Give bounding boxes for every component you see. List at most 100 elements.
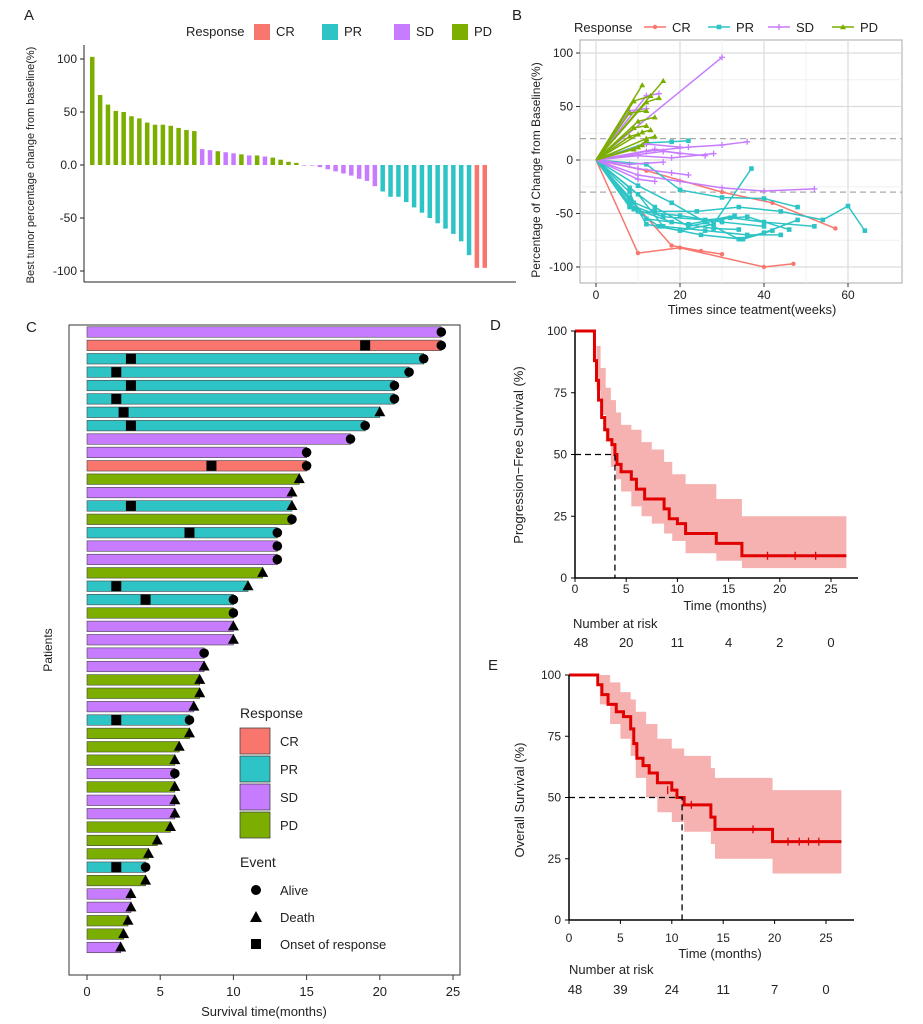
bar-a <box>317 165 323 168</box>
patient-bar <box>86 687 201 699</box>
x-tick-label: 0 <box>572 582 579 596</box>
onset-marker <box>360 340 371 351</box>
bar-a <box>270 157 276 165</box>
death-marker <box>125 901 137 912</box>
legend-label-b: SD <box>796 20 814 35</box>
panel-label-b: B <box>512 7 522 24</box>
bar-a <box>309 165 315 166</box>
point-b <box>660 224 666 229</box>
patient-bar <box>86 741 180 753</box>
point-b <box>719 189 725 195</box>
legend-swatch-c <box>239 727 271 755</box>
alive-marker <box>199 648 209 658</box>
death-marker <box>169 780 181 791</box>
x-tick-label-c: 0 <box>83 984 90 999</box>
patient-bar <box>86 460 307 472</box>
bar-a <box>364 165 370 181</box>
point-b <box>635 176 641 183</box>
y-tick-label: 50 <box>548 791 562 805</box>
point-b <box>626 133 633 139</box>
point-b <box>770 228 775 233</box>
x-tick-label-b: 60 <box>841 288 855 302</box>
patient-bar <box>86 754 176 766</box>
point-b <box>677 178 683 185</box>
alive-marker <box>389 380 400 391</box>
point-b <box>840 24 846 30</box>
point-b <box>656 224 662 229</box>
alive-marker <box>272 541 283 551</box>
death-marker <box>169 807 181 818</box>
point-b <box>732 213 737 218</box>
death-marker <box>227 620 239 631</box>
panel-a: A Response CR PR SD PD Best tumor percentag… <box>24 7 516 283</box>
bar-a <box>443 165 448 229</box>
point-b <box>651 146 658 153</box>
bar-a <box>451 165 456 234</box>
x-tick-label: 20 <box>768 931 782 945</box>
risk-count: 20 <box>619 635 633 650</box>
y-tick-label: 50 <box>554 448 568 462</box>
bar-a <box>404 165 409 203</box>
bar-a <box>301 165 307 166</box>
legend-a: CR PR SD PD <box>254 24 492 40</box>
legend-label-a: PD <box>474 24 492 39</box>
point-b <box>644 221 649 227</box>
point-b <box>669 243 674 248</box>
risk-count: 24 <box>665 982 679 997</box>
risk-count: 11 <box>671 635 685 650</box>
series-line-b <box>595 159 773 240</box>
death-marker <box>227 633 239 644</box>
confidence-band <box>575 331 847 569</box>
patient-bar <box>86 701 195 713</box>
y-tick-label-a: -100 <box>53 264 77 278</box>
alive-marker <box>140 862 151 872</box>
x-tick-label: 15 <box>717 931 731 945</box>
point-b <box>677 213 683 218</box>
patient-bar <box>86 634 234 646</box>
legend-swatch-a <box>322 24 338 40</box>
patient-bar <box>86 834 158 846</box>
patient-bar <box>86 915 129 927</box>
death-marker <box>151 834 163 845</box>
death-marker <box>142 847 154 858</box>
panel-label-d: D <box>490 317 501 334</box>
bars-c <box>86 326 447 954</box>
point-b <box>639 142 646 148</box>
death-marker <box>286 486 298 497</box>
bar-a <box>341 165 346 174</box>
bar-a <box>184 130 189 165</box>
point-b <box>719 54 725 61</box>
y-axis-label-e: Overall Survival (%) <box>512 743 527 858</box>
point-b <box>627 189 632 195</box>
bar-a <box>176 127 181 165</box>
y-axis-label-b: Percentage of Change from Baseline(%) <box>529 62 543 277</box>
death-marker <box>194 687 206 698</box>
onset-marker <box>111 581 122 592</box>
patient-bar <box>86 660 205 673</box>
point-b <box>845 203 851 209</box>
point-b <box>702 228 708 233</box>
point-b <box>698 248 704 254</box>
death-marker <box>122 914 134 925</box>
y-tick-label: 25 <box>554 509 568 523</box>
x-tick-label-c: 15 <box>299 984 313 999</box>
bars-a <box>90 56 487 268</box>
risk-count: 2 <box>776 635 783 650</box>
point-b <box>786 227 792 232</box>
legend-label-b: CR <box>672 20 691 35</box>
legend-title: Response <box>186 24 245 39</box>
patient-bar <box>86 727 190 739</box>
bar-a <box>105 104 111 165</box>
x-tick-label: 5 <box>623 582 630 596</box>
point-b <box>719 142 725 149</box>
point-b <box>660 148 667 155</box>
bar-a <box>262 156 268 165</box>
y-tick-label-a: 0.0 <box>60 158 77 172</box>
alive-marker <box>360 420 370 431</box>
patient-bar <box>86 487 293 499</box>
patient-bar <box>86 607 234 619</box>
x-axis-label-e: Time (months) <box>678 946 761 961</box>
bar-a <box>168 125 173 165</box>
bar-a <box>294 162 299 165</box>
legend-swatch-c <box>239 811 271 839</box>
